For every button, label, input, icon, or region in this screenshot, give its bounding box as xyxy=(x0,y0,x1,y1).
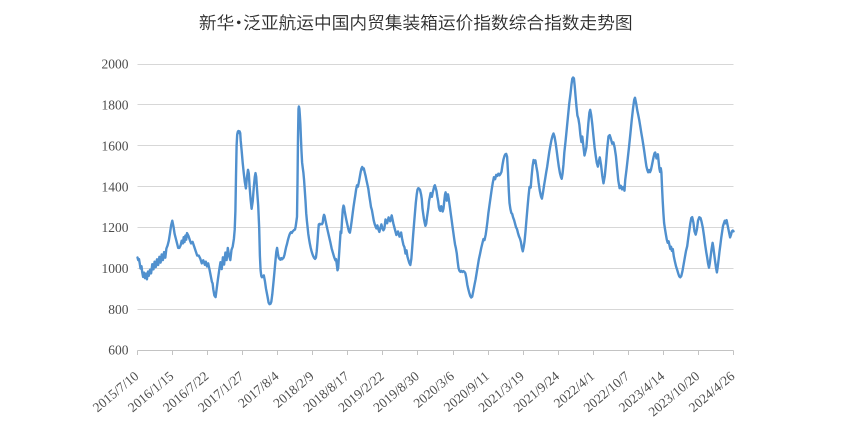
svg-text:1000: 1000 xyxy=(102,261,129,276)
svg-text:600: 600 xyxy=(108,343,129,358)
svg-text:1400: 1400 xyxy=(102,179,129,194)
svg-text:2000: 2000 xyxy=(102,57,129,72)
svg-text:800: 800 xyxy=(108,302,129,317)
svg-text:1200: 1200 xyxy=(102,220,129,235)
svg-text:1600: 1600 xyxy=(102,138,129,153)
svg-text:1800: 1800 xyxy=(102,98,129,113)
